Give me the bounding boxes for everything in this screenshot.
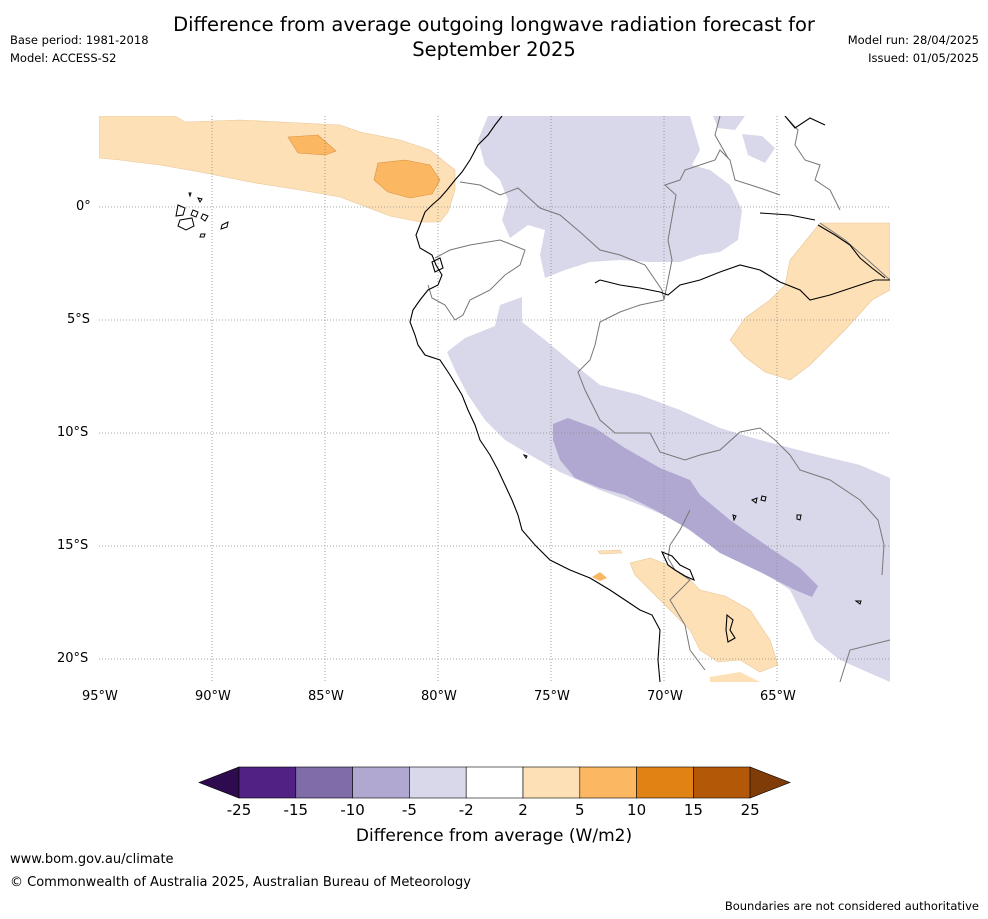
colorbar-tick-label: -5: [401, 801, 417, 819]
lon-label-90w: 90°W: [195, 689, 231, 704]
colorbar-bin: [636, 766, 694, 799]
lon-label-65w: 65°W: [760, 689, 796, 704]
anomaly-positive-east: [729, 222, 890, 381]
lat-label-20s: 20°S: [57, 651, 89, 666]
galapagos-islands: [175, 192, 229, 238]
anomaly-positive-small-b: [592, 572, 607, 581]
graticule: [99, 116, 890, 682]
colorbar-tick-label: -10: [340, 801, 365, 819]
colorbar-bin: [352, 766, 410, 799]
colorbar-tick-label: 10: [627, 801, 647, 819]
anomaly-negative-north-c: [742, 134, 775, 163]
colorbar-tick-label: -25: [226, 801, 252, 819]
colorbar-tick-label: -2: [458, 801, 474, 819]
colorbar-extension-min: [198, 766, 240, 799]
model-run-text: Model run: 28/04/2025: [847, 33, 979, 47]
lakes: [522, 454, 862, 605]
colorbar-title: Difference from average (W/m2): [355, 826, 633, 846]
map-content: [99, 116, 890, 682]
lon-label-70w: 70°W: [647, 689, 683, 704]
anomaly-negative-north: [478, 116, 742, 278]
anomaly-positive-core-a: [287, 134, 337, 156]
map-title-line2: September 2025: [412, 38, 576, 61]
colorbar-bin: [579, 766, 637, 799]
lon-label-95w: 95°W: [82, 689, 118, 704]
colorbar-bin: [465, 766, 524, 799]
colorbar-extension-max: [749, 766, 791, 799]
metadata-left: Base period: 1981-2018 Model: ACCESS-S2: [10, 31, 149, 67]
anomaly-positive-core-b: [373, 159, 441, 199]
colorbar-bin: [693, 766, 751, 799]
lat-label-10s: 10°S: [57, 425, 89, 440]
coastlines: [409, 116, 890, 682]
colorbar-tick-label: 2: [518, 801, 528, 819]
colorbar-bin: [522, 766, 581, 799]
disclaimer-text: Boundaries are not considered authoritat…: [724, 899, 979, 913]
colorbar-bin: [409, 766, 467, 799]
lat-label-5s: 5°S: [67, 312, 91, 327]
anomaly-positive-south-b: [710, 672, 760, 682]
website-text: www.bom.gov.au/climate: [10, 852, 174, 867]
anomaly-negative-north-b: [713, 116, 745, 130]
map-title-line1: Difference from average outgoing longwav…: [173, 13, 815, 36]
copyright-text: © Commonwealth of Australia 2025, Austra…: [10, 875, 471, 890]
model-text: Model: ACCESS-S2: [10, 51, 117, 65]
metadata-right: Model run: 28/04/2025 Issued: 01/05/2025: [848, 31, 979, 67]
map-title: Difference from average outgoing longwav…: [0, 12, 988, 62]
colorbar-tick-label: -15: [283, 801, 309, 819]
lat-label-0: 0°: [76, 199, 91, 214]
colorbar-bin: [238, 766, 297, 799]
colorbar-tick-label: 25: [740, 801, 760, 819]
lat-label-15s: 15°S: [57, 538, 89, 553]
colorbar-tick-label: 5: [575, 801, 585, 819]
issued-text: Issued: 01/05/2025: [868, 51, 979, 65]
lon-label-75w: 75°W: [534, 689, 570, 704]
colorbar-tick-label: 15: [683, 801, 703, 819]
colorbar: [198, 766, 791, 799]
colorbar-bin: [295, 766, 353, 799]
lon-label-85w: 85°W: [308, 689, 344, 704]
anomaly-positive-band-north: [99, 116, 456, 223]
lon-label-80w: 80°W: [421, 689, 457, 704]
anomaly-positive-small-a: [597, 549, 623, 555]
base-period-text: Base period: 1981-2018: [10, 33, 149, 47]
colorbar-bins: [238, 766, 751, 799]
anomaly-negative-core: [553, 418, 818, 597]
